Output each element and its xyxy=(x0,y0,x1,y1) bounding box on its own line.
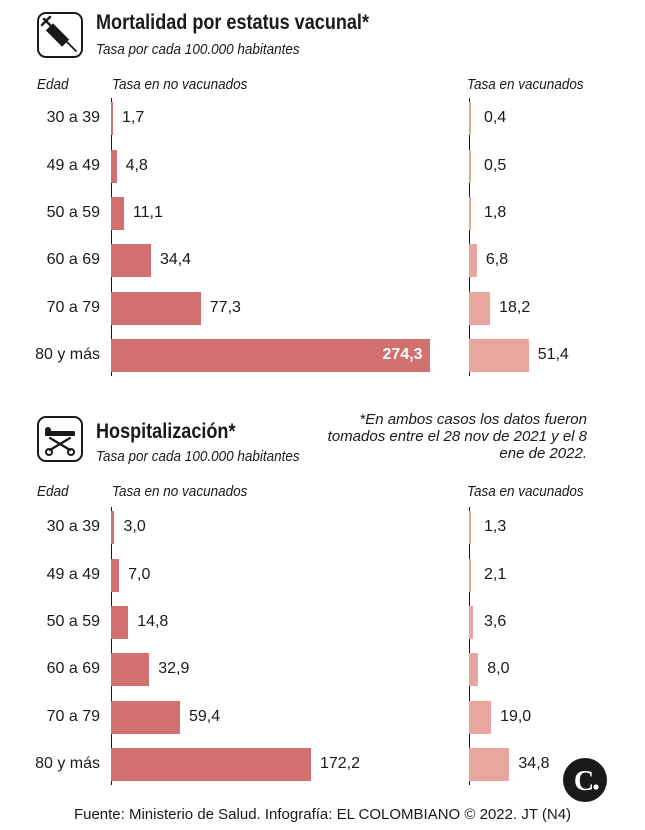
vax-bar xyxy=(469,511,471,545)
vax-value-label: 34,8 xyxy=(518,755,550,773)
mortality-subtitle: Tasa por cada 100.000 habitantes xyxy=(96,41,300,58)
hospital-subtitle: Tasa por cada 100.000 habitantes xyxy=(96,448,300,465)
unvax-bar xyxy=(111,339,430,373)
age-label: 60 a 69 xyxy=(46,251,100,269)
vax-value-label: 19,0 xyxy=(500,707,532,725)
vax-value-label: 0,5 xyxy=(484,156,507,174)
vax-value-label: 1,3 xyxy=(484,518,507,536)
unvax-value-label: 11,1 xyxy=(132,204,163,221)
unvax-bar xyxy=(111,244,151,278)
unvax-value-label: 59,4 xyxy=(188,707,221,725)
unvax-value-label: 274,3 xyxy=(382,346,423,364)
vax-bar xyxy=(469,291,491,325)
unvax-value-label: 32,9 xyxy=(158,660,190,678)
age-label: 70 a 79 xyxy=(46,707,100,725)
mortality-unvax-header: Tasa en no vacunados xyxy=(112,76,248,93)
vax-bar xyxy=(469,102,471,136)
vax-value-label: 18,2 xyxy=(499,298,531,316)
hospital-unvax-header: Tasa en no vacunados xyxy=(112,483,248,500)
unvax-bar xyxy=(111,291,201,325)
vax-bar xyxy=(469,149,471,183)
age-label: 50 a 59 xyxy=(46,613,100,630)
age-label: 80 y más xyxy=(35,346,100,364)
vax-value-label: 2,1 xyxy=(484,565,507,583)
unvax-value-label: 7,0 xyxy=(128,565,151,583)
unvax-value-label: 172,2 xyxy=(319,755,361,773)
unvax-value-label: 77,3 xyxy=(209,298,241,316)
unvax-bar xyxy=(111,558,120,592)
age-label: 50 a 59 xyxy=(46,204,100,221)
unvax-bar xyxy=(111,102,113,136)
hospital-vax-header: Tasa en vacunados xyxy=(467,483,584,500)
hospital-title: Hospitalización* xyxy=(96,420,236,443)
hospital-age-header: Edad xyxy=(37,483,69,500)
vax-axis-line xyxy=(469,507,470,786)
vax-bar xyxy=(469,339,529,373)
vax-bar xyxy=(469,748,510,782)
unvax-value-label: 4,8 xyxy=(125,156,148,174)
vax-bar xyxy=(469,197,472,230)
unvax-value-label: 1,7 xyxy=(122,109,145,127)
date-note: *En ambos casos los datos fueron tomados… xyxy=(327,411,587,462)
unvax-bar xyxy=(111,653,150,687)
mortality-title: Mortalidad por estatus vacunal* xyxy=(96,11,369,34)
el-colombiano-logo: C xyxy=(563,758,607,802)
vax-bar xyxy=(469,700,492,734)
age-label: 49 a 49 xyxy=(46,565,100,583)
vax-value-label: 3,6 xyxy=(484,613,507,630)
vax-value-label: 1,8 xyxy=(484,204,507,221)
unvax-axis-line xyxy=(111,98,112,377)
vax-axis-line xyxy=(469,98,470,377)
vax-value-label: 51,4 xyxy=(537,346,569,364)
age-label: 30 a 39 xyxy=(46,109,100,127)
age-label: 49 a 49 xyxy=(46,156,100,174)
vax-value-label: 0,4 xyxy=(484,109,507,127)
syringe-icon xyxy=(37,12,83,58)
unvax-bar xyxy=(111,748,311,782)
stretcher-icon xyxy=(37,416,83,462)
unvax-bar xyxy=(111,700,180,734)
unvax-value-label: 14,8 xyxy=(137,613,169,630)
source-credit: Fuente: Ministerio de Salud. Infografía:… xyxy=(73,806,572,823)
vax-bar xyxy=(469,606,474,639)
unvax-bar xyxy=(111,606,129,639)
age-label: 70 a 79 xyxy=(46,298,100,316)
unvax-axis-line xyxy=(111,507,112,786)
vax-value-label: 6,8 xyxy=(485,251,509,269)
mortality-age-header: Edad xyxy=(37,76,69,93)
vax-bar xyxy=(469,244,477,278)
unvax-bar xyxy=(111,197,124,230)
age-label: 80 y más xyxy=(35,755,100,773)
vax-bar xyxy=(469,653,479,687)
age-label: 60 a 69 xyxy=(46,660,100,678)
vax-value-label: 8,0 xyxy=(487,660,510,678)
unvax-bar xyxy=(111,511,115,545)
age-label: 30 a 39 xyxy=(46,518,100,536)
unvax-bar xyxy=(111,149,117,183)
unvax-value-label: 3,0 xyxy=(123,518,146,536)
svg-text:C: C xyxy=(574,766,594,797)
vax-bar xyxy=(469,558,472,592)
unvax-value-label: 34,4 xyxy=(159,251,192,269)
mortality-vax-header: Tasa en vacunados xyxy=(467,76,584,93)
